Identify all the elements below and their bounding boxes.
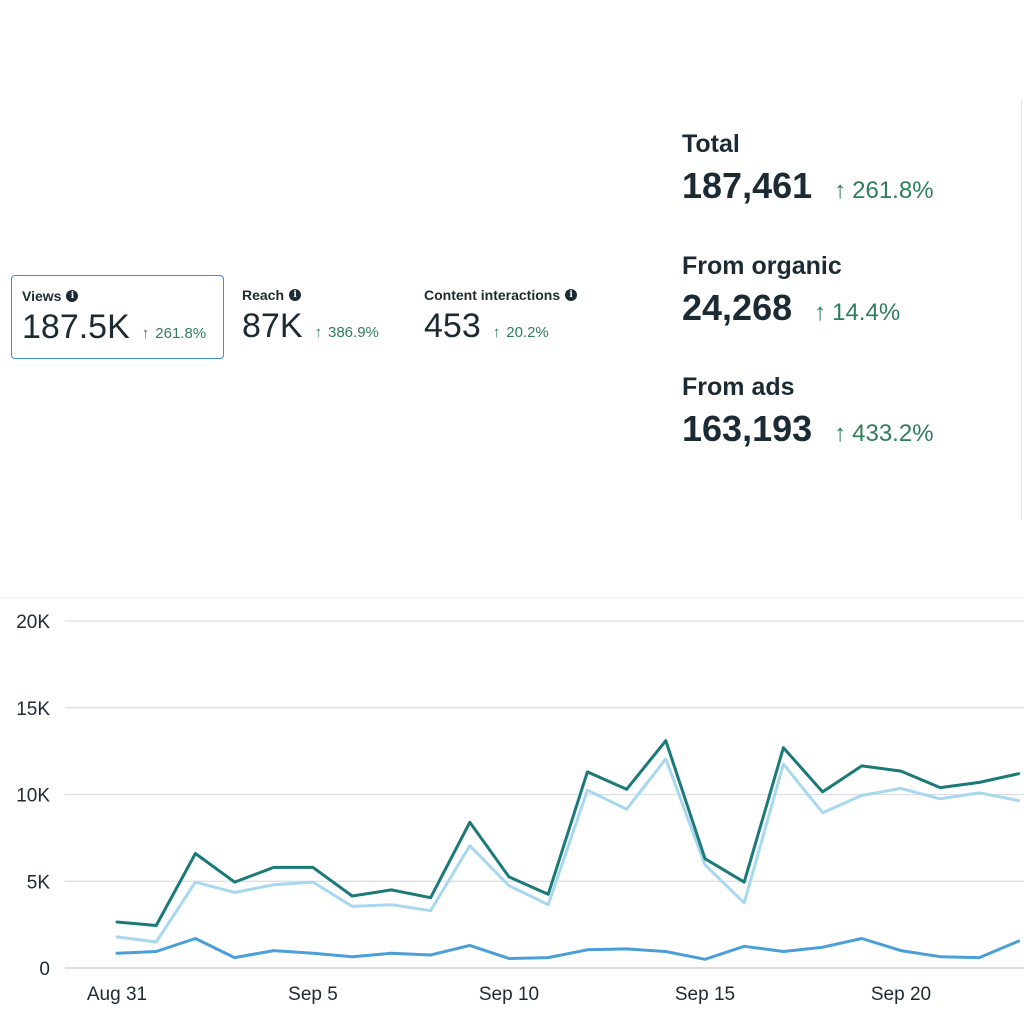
metric-row: 453 ↑ 20.2% (424, 308, 604, 344)
summary-change-value: 433.2% (852, 420, 934, 447)
metric-row: 87K ↑ 386.9% (242, 308, 402, 344)
panel-divider (1021, 100, 1022, 520)
info-icon[interactable]: i (66, 290, 79, 302)
info-icon[interactable]: i (289, 289, 302, 301)
info-icon[interactable]: i (565, 289, 578, 301)
metric-name: Views i (22, 288, 213, 304)
series-line-organic (115, 937, 1021, 961)
y-tick-label: 0 (39, 959, 50, 980)
y-axis: 0 5K 10K 15K 20K (16, 612, 50, 980)
metric-value: 187.5K (22, 308, 130, 346)
chart-top-border (0, 597, 1024, 598)
summary-organic: From organic 24,268 ↑ 14.4% (682, 252, 900, 329)
x-axis: Aug 31 Sep 5 Sep 10 Sep 15 Sep 20 (87, 984, 931, 1005)
arrow-up-icon: ↑ (834, 420, 847, 447)
metric-change-value: 386.9% (328, 324, 379, 341)
chart-grid (65, 620, 1024, 969)
metric-label: Reach (242, 287, 285, 303)
summary-label: From ads (682, 373, 795, 401)
metric-change-value: 261.8% (155, 325, 207, 342)
metric-change: ↑ 261.8% (142, 325, 206, 342)
metric-card-content-interactions[interactable]: Content interactions i 453 ↑ 20.2% (414, 275, 614, 359)
chart-series (115, 739, 1021, 961)
arrow-up-icon: ↑ (834, 177, 847, 204)
summary-change: ↑ 433.2% (834, 420, 933, 448)
arrow-up-icon: ↑ (314, 324, 323, 341)
summary-label: From organic (682, 252, 842, 280)
arrow-up-icon: ↑ (141, 325, 150, 342)
y-tick-label: 20K (16, 612, 50, 633)
x-tick-label: Sep 10 (479, 984, 539, 1005)
metric-change: ↑ 386.9% (315, 324, 379, 341)
metric-value: 87K (242, 307, 303, 345)
summary-row: 187,461 ↑ 261.8% (682, 165, 934, 207)
summary-change: ↑ 261.8% (834, 177, 933, 205)
metric-change-value: 20.2% (506, 324, 549, 341)
metric-label: Content interactions (424, 287, 561, 303)
metric-card-views[interactable]: Views i 187.5K ↑ 261.8% (11, 275, 224, 359)
metric-change: ↑ 20.2% (493, 324, 549, 341)
metric-name: Reach i (242, 287, 402, 303)
x-tick-label: Sep 20 (871, 984, 931, 1005)
metric-value: 453 (424, 307, 481, 345)
summary-label: Total (682, 130, 740, 158)
summary-change: ↑ 14.4% (814, 299, 900, 327)
summary-value: 187,461 (682, 165, 813, 206)
y-tick-label: 5K (27, 872, 51, 893)
summary-ads: From ads 163,193 ↑ 433.2% (682, 373, 934, 450)
x-tick-label: Sep 15 (675, 984, 735, 1005)
views-line-chart: 0 5K 10K 15K 20K Aug 31 Sep 5 Sep 10 Sep 15 Sep … (16, 612, 1024, 1005)
x-tick-label: Aug 31 (87, 984, 147, 1005)
metric-card-reach[interactable]: Reach i 87K ↑ 386.9% (232, 275, 412, 359)
y-tick-label: 15K (16, 699, 50, 720)
series-line-ads (115, 757, 1021, 944)
summary-change-value: 261.8% (852, 177, 934, 204)
arrow-up-icon: ↑ (814, 299, 827, 326)
summary-change-value: 14.4% (832, 299, 901, 326)
metric-row: 187.5K ↑ 261.8% (22, 309, 213, 345)
summary-total: Total 187,461 ↑ 261.8% (682, 130, 934, 207)
metric-label: Views (22, 288, 62, 304)
y-tick-label: 10K (16, 786, 50, 807)
series-line-total (115, 739, 1021, 927)
x-tick-label: Sep 5 (288, 984, 338, 1005)
summary-value: 24,268 (682, 287, 793, 328)
summary-value: 163,193 (682, 408, 813, 449)
metric-name: Content interactions i (424, 287, 604, 303)
summary-row: 163,193 ↑ 433.2% (682, 408, 934, 450)
arrow-up-icon: ↑ (492, 324, 501, 341)
summary-row: 24,268 ↑ 14.4% (682, 287, 900, 329)
